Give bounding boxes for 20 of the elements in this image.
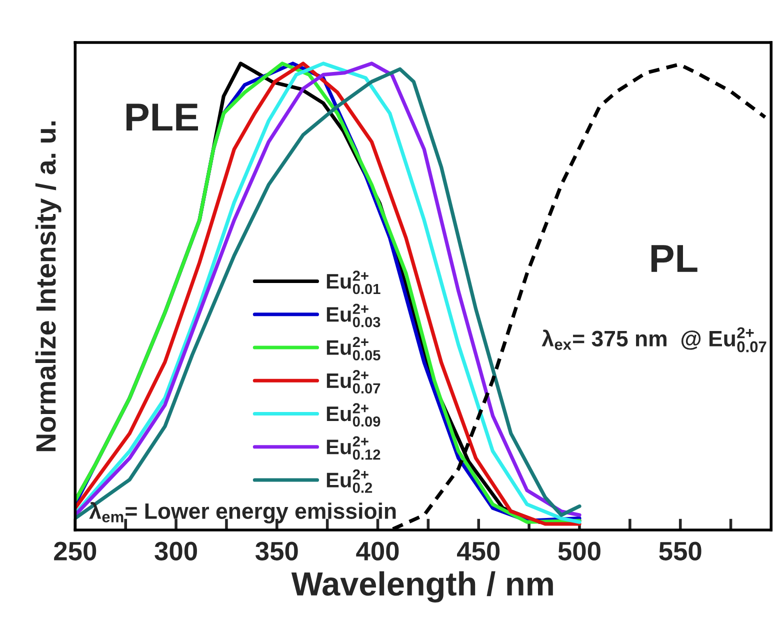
x-tick-label: 350 bbox=[255, 542, 298, 561]
legend-label: Eu$^{2+}$$_{0.2}$ bbox=[326, 469, 372, 493]
annotation: PL bbox=[651, 245, 698, 272]
x-tick-label: 250 bbox=[54, 542, 96, 560]
y-axis-title: Normalize Intensity / a. u. bbox=[35, 121, 62, 452]
x-tick-label: 400 bbox=[356, 542, 399, 560]
annotation: λ$_{ex}$= 375 nm @ Eu$^{2+}$$_{0.07}$ bbox=[542, 327, 766, 352]
legend-label: Eu$^{2+}$$_{0.01}$ bbox=[326, 270, 380, 294]
annotation: λ$_{em}$= Lower energy emissioin bbox=[89, 502, 396, 524]
x-axis-title: Wavelength / nm bbox=[291, 571, 553, 602]
x-tick-label: 500 bbox=[558, 542, 600, 560]
legend-label: Eu$^{2+}$$_{0.12}$ bbox=[326, 436, 380, 460]
legend-label: Eu$^{2+}$$_{0.07}$ bbox=[326, 370, 380, 394]
legend-label: Eu$^{2+}$$_{0.05}$ bbox=[326, 336, 380, 360]
x-tick-label: 550 bbox=[659, 542, 702, 560]
legend-label: Eu$^{2+}$$_{0.09}$ bbox=[326, 403, 380, 427]
annotation: PLE bbox=[126, 104, 198, 131]
x-tick-label: 300 bbox=[154, 542, 197, 561]
legend-label: Eu$^{2+}$$_{0.03}$ bbox=[326, 304, 380, 328]
x-tick-label: 450 bbox=[457, 542, 500, 560]
